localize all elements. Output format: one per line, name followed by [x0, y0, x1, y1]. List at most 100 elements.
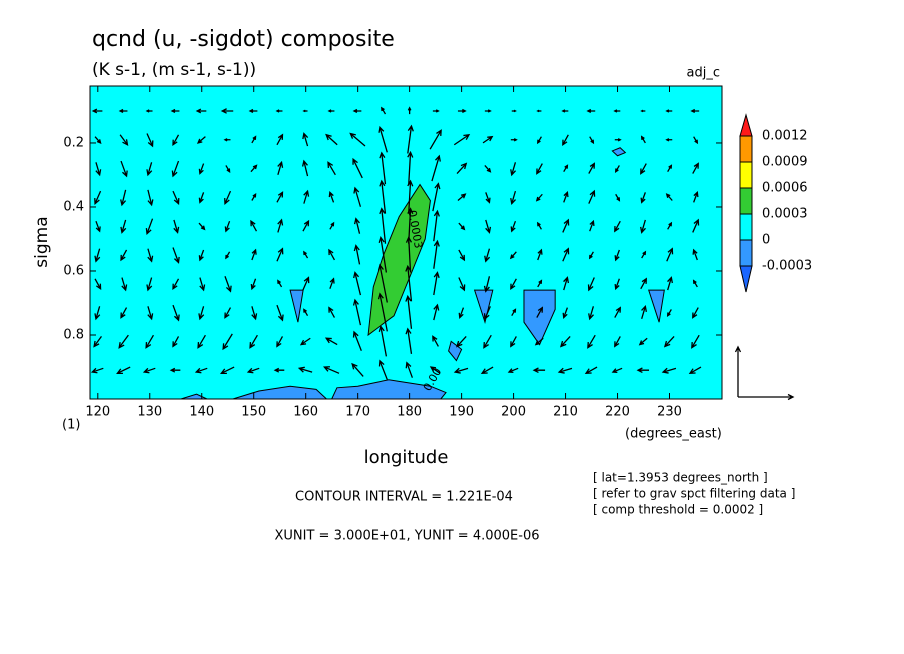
vector-arrow — [120, 219, 127, 234]
colorbar-box — [739, 161, 753, 189]
vector-arrow — [349, 132, 366, 147]
vector-arrow — [379, 151, 387, 185]
vector-arrow — [378, 324, 388, 357]
vector-arrow — [147, 306, 154, 321]
vector-arrow — [172, 190, 180, 205]
vector-arrow — [352, 298, 362, 326]
vector-arrow — [510, 162, 517, 177]
vector-arrow — [510, 278, 517, 291]
vector-arrow — [640, 277, 647, 290]
contour-region — [648, 289, 665, 323]
vector-arrow — [665, 193, 673, 201]
vector-arrow — [614, 138, 622, 142]
vector-arrow — [641, 250, 647, 259]
vector-arrow — [142, 367, 156, 374]
vector-arrow — [276, 304, 284, 322]
vector-arrow — [91, 108, 103, 114]
x-tick-label: 130 — [137, 405, 162, 420]
vector-arrow — [95, 220, 101, 233]
vector-arrow — [250, 164, 258, 173]
vector-arrow — [351, 362, 364, 377]
vector-arrow — [458, 307, 465, 319]
vector-arrow — [667, 276, 673, 291]
vector-arrow — [667, 164, 673, 173]
vector-arrow — [432, 109, 440, 113]
contour-region — [523, 289, 556, 346]
vector-arrow — [172, 278, 180, 291]
x-tick-label: 230 — [657, 405, 682, 420]
vector-arrow — [557, 367, 573, 374]
x-tick-label: 180 — [397, 405, 422, 420]
vector-arrow — [405, 361, 413, 378]
vector-arrow — [171, 160, 180, 178]
vector-arrow — [94, 248, 101, 263]
vector-arrow — [303, 189, 310, 204]
vector-arrow — [614, 249, 620, 262]
vector-arrow — [116, 366, 131, 375]
vector-arrow — [381, 106, 387, 115]
vector-arrow — [584, 366, 598, 375]
plot-frame — [89, 85, 723, 400]
y-unit: (1) — [62, 418, 80, 433]
vector-arrow — [614, 306, 621, 318]
colorbar-label: -0.0003 — [762, 259, 812, 274]
vector-arrow — [562, 218, 570, 233]
colorbar-label: 0.0003 — [762, 207, 808, 222]
vector-units: XUNIT = 3.000E+01, YUNIT = 4.000E-06 — [275, 529, 540, 544]
vector-arrow — [222, 333, 233, 351]
vector-arrow — [225, 165, 231, 173]
vector-arrow — [327, 109, 335, 113]
vector-arrow — [329, 221, 335, 230]
vector-arrow — [302, 219, 310, 232]
vector-arrow — [537, 248, 543, 261]
vector-arrow — [611, 367, 623, 374]
contour-region — [232, 385, 328, 399]
vector-arrow — [328, 191, 335, 203]
vector-arrow — [119, 134, 129, 146]
vector-arrow — [457, 193, 467, 201]
x-tick-label: 120 — [85, 405, 110, 420]
y-tick-label: 0.2 — [63, 135, 84, 150]
x-tick-label: 150 — [241, 405, 266, 420]
vector-arrow — [484, 248, 491, 263]
vector-arrow — [407, 124, 414, 154]
vector-arrow — [665, 109, 673, 113]
vector-arrow — [273, 367, 285, 373]
vector-arrow — [324, 337, 338, 346]
vector-arrow — [249, 334, 258, 349]
vector-arrow — [118, 334, 129, 349]
vector-arrow — [303, 250, 309, 259]
vector-arrow — [327, 161, 336, 176]
vector-arrow — [615, 193, 621, 202]
vector-arrow — [432, 335, 439, 347]
vector-arrow — [641, 304, 647, 320]
x-tick-label: 210 — [553, 405, 578, 420]
vector-arrow — [199, 277, 206, 292]
vector-arrow — [120, 160, 128, 178]
x-tick-label: 220 — [605, 405, 630, 420]
vector-arrow — [510, 336, 517, 348]
vector-arrow — [407, 150, 414, 185]
vector-arrow — [640, 192, 646, 204]
vector-arrow — [377, 263, 388, 303]
vector-arrow — [328, 306, 335, 318]
vector-arrow — [640, 109, 646, 113]
vector-arrow — [197, 334, 206, 349]
vector-arrow — [353, 186, 362, 207]
vector-arrow — [405, 264, 413, 302]
vector-arrow — [145, 218, 154, 236]
vector-arrow — [562, 307, 569, 319]
colorbar-label: 0 — [762, 233, 770, 248]
vector-arrow — [95, 162, 102, 177]
vector-arrow — [120, 249, 128, 262]
vector-arrow — [297, 366, 313, 373]
vector-arrow — [537, 221, 542, 230]
vector-arrow — [534, 337, 544, 346]
vector-arrow — [220, 366, 235, 375]
vector-arrow — [90, 367, 104, 374]
vector-arrow — [666, 247, 674, 262]
vector-arrow — [251, 192, 257, 201]
vector-arrow — [147, 189, 154, 207]
vector-arrow — [638, 337, 648, 346]
